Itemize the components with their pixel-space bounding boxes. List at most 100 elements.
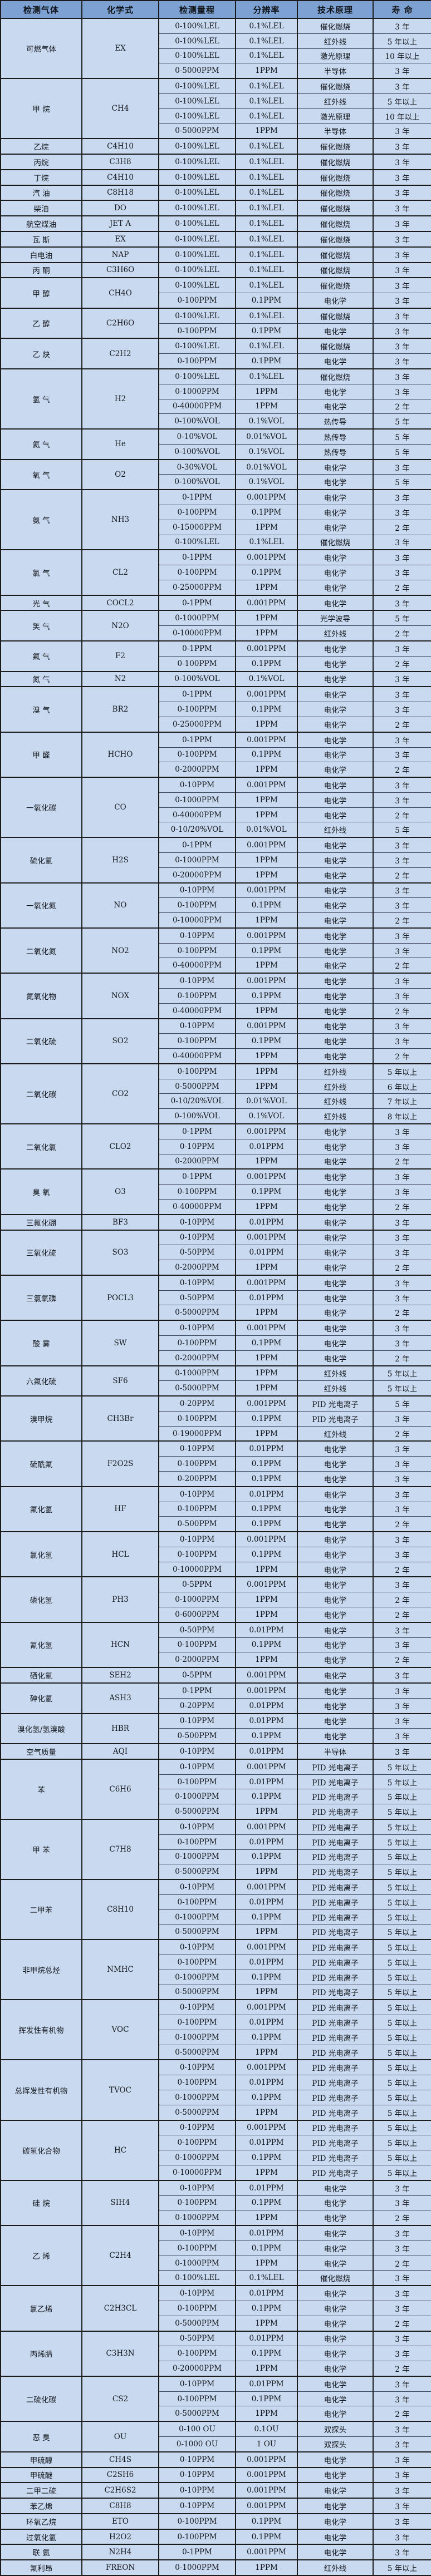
lifespan-cell: 3 年 (373, 138, 431, 155)
principle-cell: 热传导 (297, 413, 374, 430)
principle-cell: 电化学 (297, 702, 374, 717)
principle-cell: 电化学 (297, 2315, 374, 2332)
range-cell: 0-100PPM (158, 655, 236, 672)
range-cell: 0-1PPM (158, 686, 236, 703)
principle-cell: 电化学 (297, 640, 374, 657)
resolution-cell: 1PPM (235, 625, 298, 641)
principle-cell: 电化学 (297, 1350, 374, 1366)
range-cell: 0-1000PPM (158, 2150, 236, 2165)
table-row: 砷化氢 ASH3 0-1PPM 0.001PPM 电化学 3 年 (0, 1682, 431, 1714)
lifespan-cell: 3 年 (373, 323, 431, 339)
resolution-cell: 0.1%LEL (235, 93, 298, 109)
lifespan-cell: 3 年 (373, 2482, 431, 2499)
principle-cell: PID 光电离子 (297, 1939, 374, 1956)
table-row: 氮 气 N2 0-100%VOL 0.1%VOL 电化学 3 年 (0, 670, 431, 688)
formula-cell: VOC (81, 1999, 159, 2061)
header-lifespan: 寿 命 (373, 0, 431, 19)
table-row: 0-100PPM 0.1PPM 电化学 3 年 (1, 293, 431, 309)
table-row: 0-50PPM 0.01PPM 电化学 3 年 (1, 1245, 431, 1261)
resolution-cell: 0.01PPM (235, 2015, 298, 2030)
lifespan-cell: 3 年 (373, 2391, 431, 2407)
formula-cell: N2O (81, 610, 159, 642)
resolution-cell: 0.1PPM (235, 655, 298, 672)
gas-name-cell: 瓦 斯 (0, 230, 82, 248)
lifespan-cell: 3 年 (373, 942, 431, 959)
formula-cell: C3H8 (81, 154, 159, 170)
lifespan-cell: 3 年 (373, 383, 431, 399)
range-cell: 0-100%VOL (158, 474, 236, 490)
gas-name-cell: 二硫化碳 (0, 2375, 82, 2422)
resolution-cell: 0.1PPM (235, 2029, 298, 2045)
principle-cell: 电化学 (297, 777, 374, 793)
principle-cell: 电化学 (297, 2285, 374, 2301)
principle-cell: 电化学 (297, 988, 374, 1004)
gas-table-body: 可燃气体 EX 0-100%LEL 0.1%LEL 催化燃烧 3 年 0-100%LEL 0.… (0, 17, 431, 2576)
range-cell: 0-100 OU (158, 2421, 236, 2437)
gas-name-cell: 航空煤油 (0, 215, 82, 232)
table-row: 0-1000PPM 1PPM 电化学 3 年 (1, 852, 431, 868)
formula-cell: CO2 (81, 1063, 159, 1125)
resolution-cell: 0.001PPM (235, 1999, 298, 2016)
lifespan-cell: 3 年 (373, 2498, 431, 2514)
resolution-cell: 0.01%VOL (235, 428, 298, 445)
lifespan-cell: 3 年 (373, 1637, 431, 1653)
lifespan-cell: 3 年 (373, 277, 431, 294)
lifespan-cell: 3 年 (373, 63, 431, 79)
resolution-cell: 0.1%LEL (235, 230, 298, 248)
principle-cell: 电化学 (297, 1018, 374, 1034)
resolution-cell: 0.1%LEL (235, 2270, 298, 2286)
range-cell: 0-1000PPM (158, 2210, 236, 2226)
principle-cell: 红外线 (297, 1078, 374, 1094)
gas-name-cell: 三氟化硼 (0, 1213, 82, 1231)
resolution-cell: 0.001PPM (235, 1682, 298, 1699)
principle-cell: 电化学 (297, 2528, 374, 2545)
lifespan-cell: 2 年 (373, 912, 431, 929)
resolution-cell: 0.1PPM (235, 505, 298, 520)
table-row: 0-100%VOL 0.1%VOL 电化学 5 年 (1, 474, 431, 490)
table-row: 0-100PPM 0.1PPM 电化学 3 年 (1, 702, 431, 717)
resolution-cell: 0.001PPM (235, 2498, 298, 2514)
lifespan-cell: 3 年 (373, 1697, 431, 1714)
table-row: 硫酰氟 F2O2S 0-10PPM 0.01PPM 电化学 3 年 (0, 1440, 431, 1487)
range-cell: 0-10PPM (158, 1758, 236, 1775)
table-row: 0-100PPM 0.01PPM PID 光电离子 5 年以上 (1, 2135, 431, 2151)
resolution-cell: 0.1%LEL (235, 200, 298, 216)
lifespan-cell: 5 年以上 (373, 1774, 431, 1790)
lifespan-cell: 2 年 (373, 1198, 431, 1215)
formula-cell: JET A (81, 215, 159, 232)
table-row: 0-100PPM 0.01PPM PID 光电离子 5 年以上 (1, 2015, 431, 2030)
principle-cell: 电化学 (297, 2330, 374, 2347)
principle-cell: 电化学 (297, 1123, 374, 1139)
resolution-cell: 1PPM (235, 2315, 298, 2332)
table-row: 0-2000PPM 1PPM 电化学 2 年 (1, 1260, 431, 1276)
lifespan-cell: 3 年 (373, 837, 431, 853)
principle-cell: 催化燃烧 (297, 2270, 374, 2286)
table-row: 0-100%LEL 0.1%LEL 红外线 5 年以上 (1, 33, 431, 49)
resolution-cell: 1PPM (235, 398, 298, 414)
principle-cell: PID 光电离子 (297, 1804, 374, 1820)
range-cell: 0-5000PPM (158, 2044, 236, 2060)
range-cell: 0-50PPM (158, 1245, 236, 1261)
principle-cell: 电化学 (297, 1274, 374, 1291)
resolution-cell: 0.1PPM (235, 1546, 298, 1562)
gas-name-cell: 非甲烷总烃 (0, 1939, 82, 2001)
table-row: 0-100PPM 0.1PPM 电化学 3 年 (1, 897, 431, 914)
lifespan-cell: 3 年 (373, 2466, 431, 2483)
resolution-cell: 0.01PPM (235, 1245, 298, 1261)
range-cell: 0-10PPM (158, 1274, 236, 1291)
principle-cell: 催化燃烧 (297, 277, 374, 294)
table-row: 二甲二硫 C2H6S2 0-10PPM 0.001PPM 电化学 3 年 (0, 2482, 431, 2499)
table-row: 三氧化硫 SO3 0-10PPM 0.001PPM 电化学 3 年 (0, 1229, 431, 1276)
principle-cell: PID 光电离子 (297, 2015, 374, 2030)
gas-name-cell: 一氧化碳 (0, 777, 82, 838)
range-cell: 0-100PPM (158, 565, 236, 580)
table-row: 二甲苯 C8H10 0-10PPM 0.001PPM PID 光电离子 5 年以上 (0, 1879, 431, 1941)
resolution-cell: 0.1PPM (235, 1849, 298, 1865)
range-cell: 0-100PPM (158, 353, 236, 369)
lifespan-cell: 3 年 (373, 731, 431, 748)
range-cell: 0-100PPM (158, 293, 236, 309)
table-row: 氨 气 NH3 0-1PPM 0.001PPM 电化学 3 年 (0, 489, 431, 551)
gas-name-cell: 溴 气 (0, 686, 82, 733)
resolution-cell: 0.01PPM (235, 2225, 298, 2241)
range-cell: 0-100%LEL (158, 307, 236, 324)
